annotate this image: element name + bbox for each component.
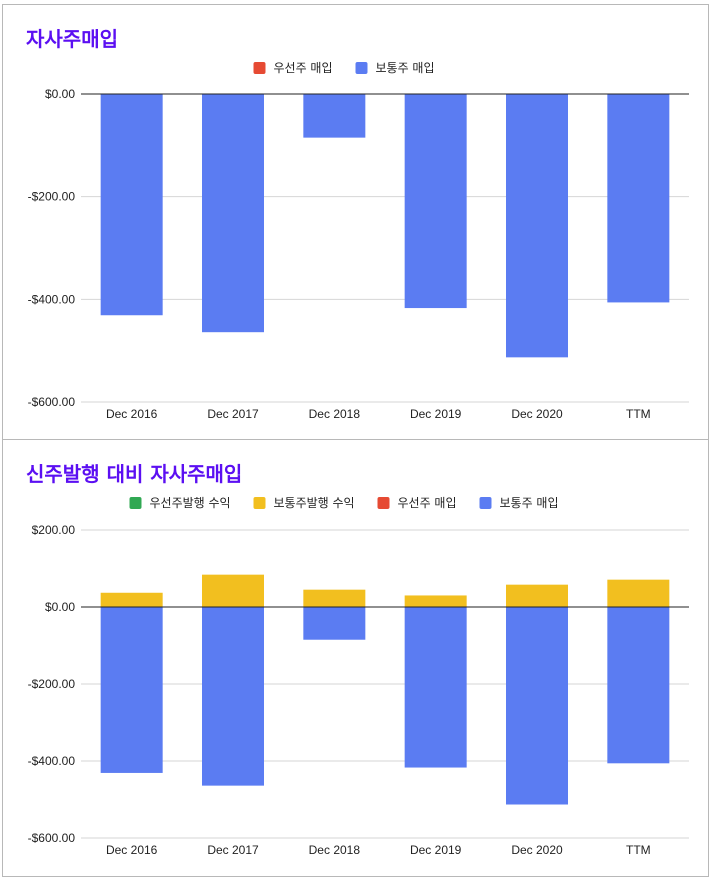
bar <box>303 589 366 607</box>
x-tick-label: Dec 2016 <box>106 843 158 857</box>
x-tick-label: Dec 2016 <box>106 407 158 421</box>
bar <box>607 579 670 607</box>
x-tick-label: TTM <box>626 407 651 421</box>
bar <box>506 94 568 358</box>
x-tick-label: Dec 2020 <box>511 407 563 421</box>
bar <box>100 94 163 316</box>
buyback-chart: 우선주 매입 보통주 매입 $0.00 -$200.00 -$400.00 -$600.0… <box>28 61 689 421</box>
legend-label: 보통주발행 수익 <box>274 495 355 510</box>
legend-label: 우선주발행 수익 <box>150 495 231 510</box>
y-tick-label: -$200.00 <box>28 677 76 691</box>
y-tick-label: -$600.00 <box>28 831 76 845</box>
x-tick-label: Dec 2020 <box>511 843 563 857</box>
y-tick-label: $0.00 <box>45 87 75 101</box>
bar <box>303 94 366 138</box>
bar <box>404 595 467 607</box>
legend-label: 보통주 매입 <box>376 61 435 75</box>
bar <box>506 584 568 607</box>
legend-swatch <box>355 62 368 74</box>
bar <box>202 94 264 333</box>
bar <box>404 94 467 309</box>
bar <box>607 94 670 303</box>
buyback-chart-panel: 자사주매입 우선주 매입 보통주 매입 $0.00 -$200.00 -$400.00 -… <box>2 4 709 440</box>
bar <box>100 592 163 607</box>
legend-swatch <box>253 62 266 74</box>
legend-swatch <box>253 497 266 509</box>
issuance-vs-buyback-chart-panel: 신주발행 대비 자사주매입 우선주발행 수익 보통주발행 수익 우선주 매입 보통주 … <box>2 439 709 877</box>
x-tick-label: TTM <box>626 843 651 857</box>
legend: 우선주발행 수익 보통주발행 수익 우선주 매입 보통주 매입 <box>129 495 559 510</box>
bar <box>607 607 670 764</box>
bar <box>303 607 366 640</box>
bars <box>100 574 670 805</box>
y-tick-label: -$400.00 <box>28 754 76 768</box>
y-tick-label: $0.00 <box>45 600 75 614</box>
x-tick-label: Dec 2018 <box>309 843 361 857</box>
bars <box>100 94 670 358</box>
y-axis: $0.00 -$200.00 -$400.00 -$600.00 <box>28 87 689 409</box>
bar <box>404 607 467 768</box>
legend-label: 우선주 매입 <box>274 61 333 75</box>
bar <box>506 607 568 805</box>
legend-swatch <box>479 497 492 509</box>
bar <box>100 607 163 773</box>
y-tick-label: -$400.00 <box>28 292 76 306</box>
y-tick-label: -$200.00 <box>28 190 76 204</box>
legend-label: 우선주 매입 <box>398 496 457 510</box>
legend-swatch <box>377 497 390 509</box>
x-tick-label: Dec 2017 <box>207 407 259 421</box>
x-tick-label: Dec 2019 <box>410 843 462 857</box>
y-axis: $200.00 $0.00 -$200.00 -$400.00 -$600.00 <box>28 523 689 845</box>
x-tick-label: Dec 2017 <box>207 843 259 857</box>
x-tick-label: Dec 2018 <box>309 407 361 421</box>
legend: 우선주 매입 보통주 매입 <box>253 61 435 75</box>
bar <box>202 607 264 786</box>
issuance-vs-buyback-chart: 우선주발행 수익 보통주발행 수익 우선주 매입 보통주 매입 $200.00 $0.00… <box>28 495 689 857</box>
bar <box>202 574 264 607</box>
chart-title: 신주발행 대비 자사주매입 <box>26 462 243 486</box>
legend-label: 보통주 매입 <box>500 496 559 510</box>
y-tick-label: $200.00 <box>32 523 76 537</box>
legend-swatch <box>129 497 142 509</box>
y-tick-label: -$600.00 <box>28 395 76 409</box>
x-tick-label: Dec 2019 <box>410 407 462 421</box>
chart-title: 자사주매입 <box>26 27 118 51</box>
